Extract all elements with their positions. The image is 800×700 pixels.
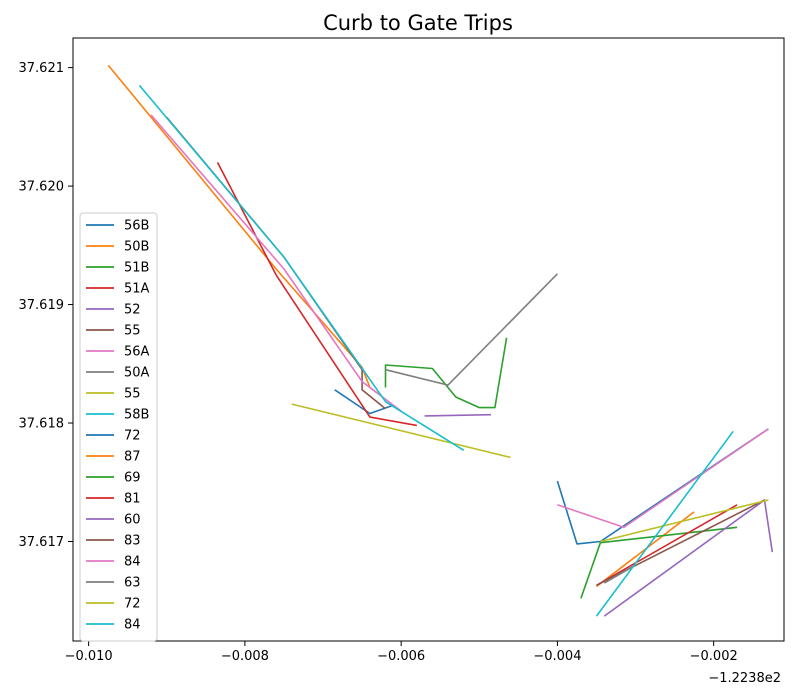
legend-label-12: 69: [124, 471, 141, 486]
x-tick-label-1: −0.008: [221, 649, 269, 664]
legend-label-8: 55: [124, 387, 141, 402]
y-tick-label-0: 37.617: [19, 535, 65, 550]
legend-label-7: 50A: [124, 366, 150, 381]
x-tick-label-0: −0.010: [65, 649, 113, 664]
legend-label-10: 72: [124, 429, 141, 444]
legend-label-14: 60: [124, 513, 141, 528]
legend-label-18: 72: [124, 597, 141, 612]
legend-label-19: 84: [124, 618, 141, 633]
x-offset-label: −1.2238e2: [708, 671, 781, 686]
legend-label-16: 84: [124, 555, 141, 570]
x-tick-label-4: −0.002: [690, 649, 738, 664]
series-line-3: [216, 162, 417, 427]
series-line-13: [596, 504, 738, 586]
chart-title: Curb to Gate Trips: [323, 11, 513, 35]
series-line-19: [595, 430, 734, 617]
series-line-9: [138, 84, 465, 451]
x-tick-label-3: −0.004: [533, 649, 581, 664]
series-line-18: [600, 499, 769, 543]
axes-layer: −0.010 −0.008 −0.006 −0.004 −0.002 37.617 37.6…: [19, 61, 738, 664]
series-line-12: [580, 526, 738, 599]
legend-label-1: 50B: [124, 240, 149, 255]
x-tick-label-2: −0.006: [377, 649, 425, 664]
series-line-16: [557, 428, 769, 529]
legend: 56B 50B 51B 51A 52 55 56A 50A 55 58B 72 87 69 81 60 83 8…: [79, 212, 158, 642]
y-tick-label-3: 37.620: [19, 180, 65, 195]
series-line-8: [291, 403, 511, 459]
y-tick-label-2: 37.619: [19, 298, 65, 313]
legend-label-4: 52: [124, 303, 141, 318]
y-tick-label-4: 37.621: [19, 61, 65, 76]
legend-label-9: 58B: [124, 408, 149, 423]
legend-label-5: 55: [124, 324, 141, 339]
series-line-2: [384, 337, 508, 409]
plot-frame: [72, 37, 785, 642]
legend-label-13: 81: [124, 492, 141, 507]
series-line-17: [603, 564, 636, 584]
legend-label-2: 51B: [124, 261, 149, 276]
series-line-4: [424, 413, 492, 417]
legend-label-15: 83: [124, 534, 141, 549]
legend-label-11: 87: [124, 450, 141, 465]
series-line-7: [385, 273, 558, 386]
legend-label-0: 56B: [124, 219, 149, 234]
series-layer: [107, 64, 774, 617]
legend-box: [79, 212, 158, 642]
legend-label-17: 63: [124, 576, 141, 591]
y-tick-label-1: 37.618: [19, 417, 65, 432]
legend-label-6: 56A: [124, 345, 150, 360]
legend-label-3: 51A: [124, 282, 150, 297]
